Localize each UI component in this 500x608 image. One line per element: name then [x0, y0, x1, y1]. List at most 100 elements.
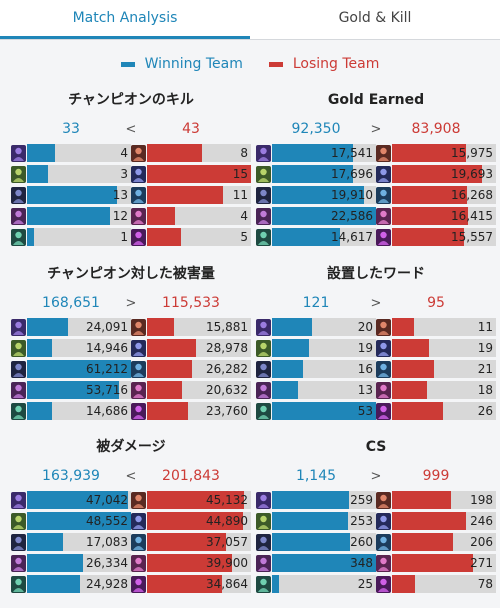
stat-panel: 設置したワード 121 >95 20 11 19 19 16 21 13 18 53 26 [256, 264, 496, 423]
losing-player-stat: 15,881 [131, 318, 251, 336]
winning-player-stat: 14,946 [11, 339, 131, 357]
stat-bar-track: 53 [272, 402, 376, 420]
player-row: 24,928 34,864 [11, 575, 251, 593]
champion-portrait-green-icon [256, 339, 271, 357]
losing-player-stat: 8 [131, 144, 251, 162]
winning-player-stat: 19,910 [256, 186, 376, 204]
stat-bar-track: 246 [392, 512, 496, 530]
losing-bar [147, 512, 243, 530]
winning-player-stat: 16 [256, 360, 376, 378]
winning-player-stat: 53 [256, 402, 376, 420]
player-row: 19,910 16,268 [256, 186, 496, 204]
losing-player-stat: 198 [376, 491, 496, 509]
champion-portrait-red-icon [131, 318, 146, 336]
stat-bar-track: 22,586 [272, 207, 376, 225]
stat-value: 18 [477, 383, 493, 397]
losing-total: 95 [427, 295, 445, 311]
champion-portrait-magenta-icon [131, 402, 146, 420]
losing-bar [147, 381, 183, 399]
champion-portrait-purple-icon [11, 491, 26, 509]
champion-portrait-green-icon [11, 339, 26, 357]
stat-bar-track: 18 [392, 381, 496, 399]
player-row: 53 26 [256, 402, 496, 420]
losing-bar [147, 491, 244, 509]
stat-value: 14,686 [86, 404, 128, 418]
winning-player-stat: 24,928 [11, 575, 131, 593]
winning-bar [272, 339, 310, 357]
champion-portrait-violet-icon [11, 381, 26, 399]
champion-portrait-navy-icon [376, 339, 391, 357]
stat-bar-track: 15,881 [147, 318, 251, 336]
player-row: 17,541 15,975 [256, 144, 496, 162]
tab-gold-kill[interactable]: Gold & Kill [338, 10, 412, 26]
stat-value: 45,132 [206, 493, 248, 507]
stat-value: 206 [470, 535, 493, 549]
winning-player-stat: 20 [256, 318, 376, 336]
champion-portrait-green-icon [11, 512, 26, 530]
losing-player-stat: 23,760 [131, 402, 251, 420]
player-row: 47,042 45,132 [11, 491, 251, 509]
stat-bar-track: 20,632 [147, 381, 251, 399]
winning-label: Winning Team [144, 56, 243, 72]
winning-total: 168,651 [42, 295, 100, 311]
stat-value: 14,946 [86, 341, 128, 355]
winning-player-stat: 17,541 [256, 144, 376, 162]
losing-player-stat: 37,057 [131, 533, 251, 551]
stat-value: 4 [240, 209, 248, 223]
winning-bar [27, 144, 56, 162]
stat-panel: 被ダメージ 163,939 <201,843 47,042 45,132 48,552 44… [11, 437, 251, 596]
stat-bar-track: 25 [272, 575, 376, 593]
champion-portrait-green-icon [256, 512, 271, 530]
stat-bar-track: 14,686 [27, 402, 131, 420]
panel-totals: 168,651 >115,533 [11, 293, 251, 313]
player-rows: 17,541 15,975 17,696 19,693 19,910 16,268 22,5… [256, 144, 496, 246]
stat-value: 44,890 [206, 514, 248, 528]
stat-bar-track: 20 [272, 318, 376, 336]
player-row: 17,696 19,693 [256, 165, 496, 183]
stat-bar-track: 24,091 [27, 318, 131, 336]
champion-portrait-green-icon [256, 165, 271, 183]
losing-player-stat: 28,978 [131, 339, 251, 357]
losing-bar [392, 318, 414, 336]
winning-bar [27, 360, 131, 378]
stat-bar-track: 17,541 [272, 144, 376, 162]
losing-bar [147, 339, 196, 357]
stat-bar-track: 16,268 [392, 186, 496, 204]
panel-title: 設置したワード [327, 266, 425, 282]
stat-bar-track: 13 [272, 381, 376, 399]
winning-bar [27, 381, 119, 399]
tab-match-analysis[interactable]: Match Analysis [0, 0, 250, 39]
winning-bar [27, 402, 52, 420]
champion-portrait-red-icon [131, 491, 146, 509]
comparison-sign: < [125, 121, 137, 137]
losing-bar [392, 533, 454, 551]
champion-portrait-teal-icon [256, 228, 271, 246]
winning-total: 1,145 [295, 468, 337, 484]
player-row: 259 198 [256, 491, 496, 509]
winning-player-stat: 22,586 [256, 207, 376, 225]
stat-bar-track: 4 [147, 207, 251, 225]
comparison-sign: < [125, 468, 137, 484]
winning-player-stat: 348 [256, 554, 376, 572]
losing-bar [147, 402, 188, 420]
panel-totals: 33 <43 [11, 119, 251, 139]
losing-player-stat: 34,864 [131, 575, 251, 593]
stat-value: 19,693 [451, 167, 493, 181]
panel-title: 被ダメージ [96, 439, 166, 455]
losing-bar [147, 165, 251, 183]
winning-player-stat: 17,083 [11, 533, 131, 551]
legend-winning: Winning Team [120, 54, 243, 74]
winning-player-stat: 14,686 [11, 402, 131, 420]
winning-player-stat: 253 [256, 512, 376, 530]
losing-player-stat: 5 [131, 228, 251, 246]
winning-total: 92,350 [291, 121, 341, 137]
winning-player-stat: 13 [11, 186, 131, 204]
winning-bar [272, 207, 376, 225]
losing-player-stat: 26 [376, 402, 496, 420]
winning-bar [272, 144, 354, 162]
stat-value: 12 [112, 209, 128, 223]
winning-bar [27, 165, 48, 183]
losing-bar [392, 186, 467, 204]
stat-bar-track: 23,760 [147, 402, 251, 420]
winning-bar [27, 575, 81, 593]
